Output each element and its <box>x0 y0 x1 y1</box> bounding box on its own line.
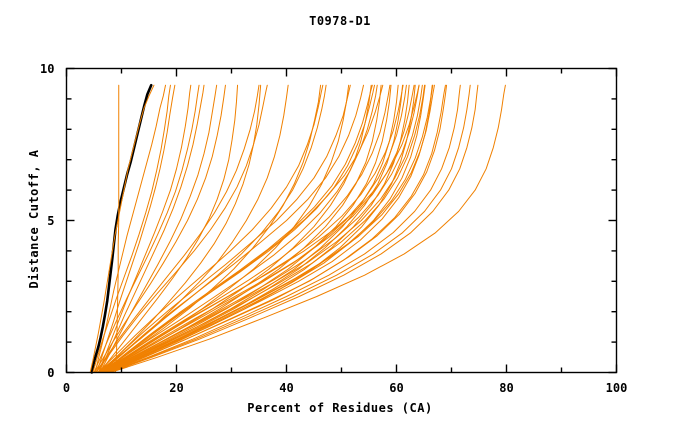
prediction-curve <box>104 84 426 373</box>
prediction-curve <box>103 84 415 373</box>
y-tick-label: 0 <box>47 365 55 380</box>
x-tick-label: 80 <box>499 380 514 395</box>
tick-layer-svg <box>65 67 618 374</box>
prediction-curve <box>101 84 373 373</box>
prediction-curve <box>89 84 155 373</box>
prediction-curve <box>95 84 260 373</box>
prediction-curve <box>108 84 471 373</box>
prediction-curve <box>105 84 435 373</box>
x-tick-label: 0 <box>62 380 71 395</box>
prediction-curve <box>95 84 268 373</box>
prediction-curve <box>100 84 375 373</box>
prediction-curve <box>96 84 327 373</box>
prediction-curve <box>102 84 382 373</box>
y-tick-label: 5 <box>47 213 55 228</box>
prediction-curve <box>101 84 372 373</box>
x-tick-label: 20 <box>169 380 184 395</box>
y-tick-label: 10 <box>40 61 55 76</box>
prediction-curve <box>107 84 461 373</box>
series-layer <box>89 83 506 374</box>
prediction-curve <box>94 84 226 373</box>
prediction-curve <box>103 84 420 373</box>
prediction-curve <box>101 84 420 373</box>
prediction-curve <box>106 84 446 373</box>
prediction-curve <box>97 84 192 373</box>
prediction-curve <box>97 84 324 373</box>
prediction-curve <box>102 84 404 373</box>
prediction-curve <box>98 84 205 373</box>
prediction-curve <box>114 84 120 373</box>
prediction-curve <box>110 84 506 373</box>
prediction-curve <box>105 84 433 373</box>
prediction-curve <box>99 84 364 373</box>
prediction-curve <box>96 84 176 373</box>
prediction-curve <box>102 84 407 373</box>
plot-title: T0978-D1 <box>309 14 371 28</box>
prediction-curve <box>100 84 391 373</box>
prediction-curve <box>93 84 200 373</box>
prediction-curve <box>99 84 351 373</box>
prediction-curve <box>103 84 399 373</box>
prediction-curve <box>92 84 171 373</box>
prediction-curve <box>100 84 262 373</box>
prediction-curve <box>103 84 423 373</box>
prediction-curve <box>102 84 392 373</box>
prediction-curve <box>99 84 218 373</box>
prediction-curve <box>108 84 479 373</box>
x-tick-label: 40 <box>279 380 294 395</box>
x-axis-label: Percent of Residues (CA) <box>247 401 433 415</box>
x-tick-label: 100 <box>605 380 628 395</box>
x-tick-label: 60 <box>389 380 404 395</box>
prediction-curve <box>99 84 378 373</box>
